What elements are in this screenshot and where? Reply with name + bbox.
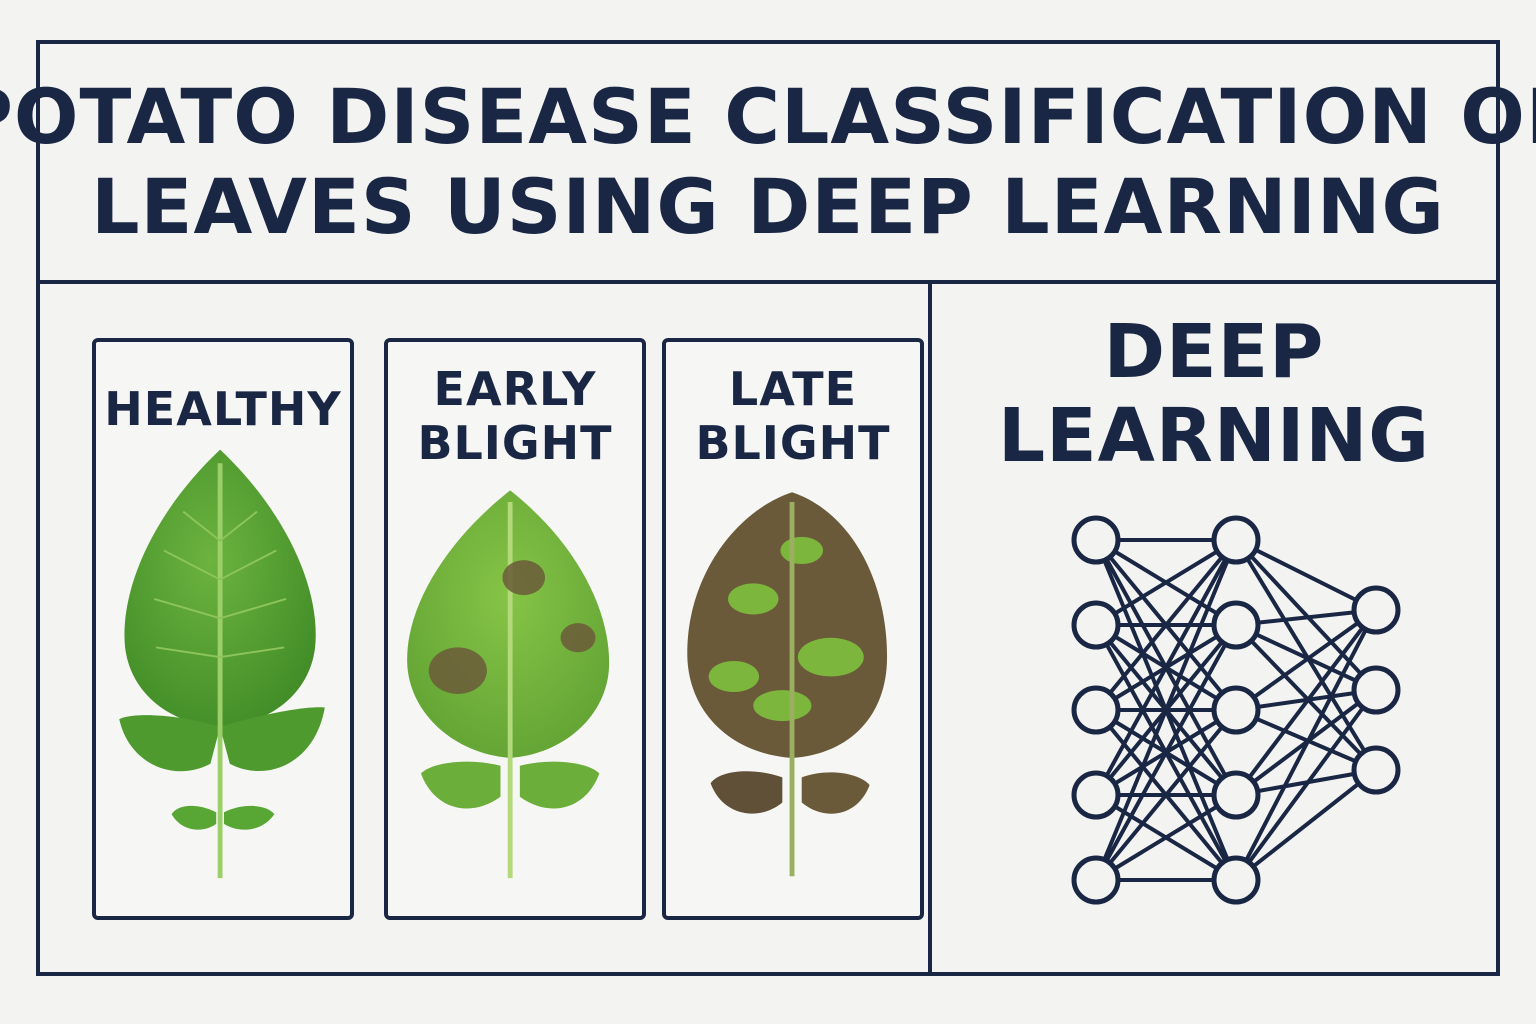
deep-learning-title: DEEP LEARNING	[932, 310, 1496, 478]
early-blight-leaf-icon	[407, 490, 610, 879]
node-l1-4	[1211, 855, 1261, 905]
connection-l0-4-0	[1094, 539, 1238, 881]
connection-l0-4-1	[1094, 624, 1238, 881]
node-l0-3	[1071, 770, 1121, 820]
connection-l1-2-0	[1234, 608, 1378, 712]
connection-l1-4-0	[1234, 609, 1378, 881]
card-late-blight: LATE BLIGHT	[662, 338, 924, 920]
title-box: POTATO DISEASE CLASSIFICATION OF LEAVES …	[0, 44, 1536, 284]
node-l1-3	[1211, 770, 1261, 820]
card-label-late-blight-line1: LATE	[728, 362, 858, 416]
connection-l1-4-1	[1234, 688, 1378, 882]
node-l2-0	[1351, 585, 1401, 635]
card-label-early-blight-line2: BLIGHT	[417, 416, 613, 470]
neural-network-icon	[1071, 515, 1401, 905]
late-blight-leaf-icon	[687, 492, 888, 877]
deep-learning-title-line2: LEARNING	[997, 393, 1431, 479]
node-l2-1	[1351, 665, 1401, 715]
connection-l1-4-2	[1234, 768, 1378, 882]
connection-l0-1-0	[1094, 538, 1238, 627]
node-l1-2	[1211, 685, 1261, 735]
connection-l0-2-0	[1094, 538, 1238, 712]
card-label-late-blight: LATE BLIGHT	[666, 362, 920, 470]
node-l1-0	[1211, 515, 1261, 565]
connection-l1-3-0	[1234, 608, 1378, 797]
node-l0-0	[1071, 515, 1121, 565]
card-label-healthy: HEALTHY	[96, 382, 350, 436]
healthy-leaf-icon	[119, 449, 325, 879]
card-label-early-blight: EARLY BLIGHT	[388, 362, 642, 470]
card-label-early-blight-line1: EARLY	[433, 362, 597, 416]
diagram-frame: POTATO DISEASE CLASSIFICATION OF LEAVES …	[0, 40, 1536, 976]
connection-l1-1-1	[1235, 623, 1377, 692]
leaf-samples-section: HEALTHY EARLY	[40, 284, 932, 976]
node-l1-1	[1211, 600, 1261, 650]
node-l2-2	[1351, 745, 1401, 795]
connection-l1-0-2	[1234, 538, 1378, 772]
connection-l1-1-2	[1234, 623, 1378, 772]
connection-l0-4-2	[1094, 708, 1238, 882]
card-early-blight: EARLY BLIGHT	[384, 338, 646, 920]
deep-learning-section: DEEP LEARNING	[932, 284, 1496, 976]
node-l0-4	[1071, 855, 1121, 905]
connection-l0-3-0	[1094, 539, 1238, 796]
card-label-late-blight-line2: BLIGHT	[695, 416, 891, 470]
card-healthy: HEALTHY	[92, 338, 354, 920]
title-line-1: POTATO DISEASE CLASSIFICATION OF	[0, 72, 1536, 161]
node-l0-2	[1071, 685, 1121, 735]
connection-l1-0-1	[1234, 538, 1378, 692]
node-l0-1	[1071, 600, 1121, 650]
title-line-2: LEAVES USING DEEP LEARNING	[91, 162, 1445, 251]
connection-l1-0-0	[1235, 538, 1377, 612]
card-label-healthy-line1: HEALTHY	[104, 382, 342, 436]
deep-learning-title-line1: DEEP	[1103, 309, 1325, 395]
connection-l0-4-3	[1094, 793, 1238, 882]
